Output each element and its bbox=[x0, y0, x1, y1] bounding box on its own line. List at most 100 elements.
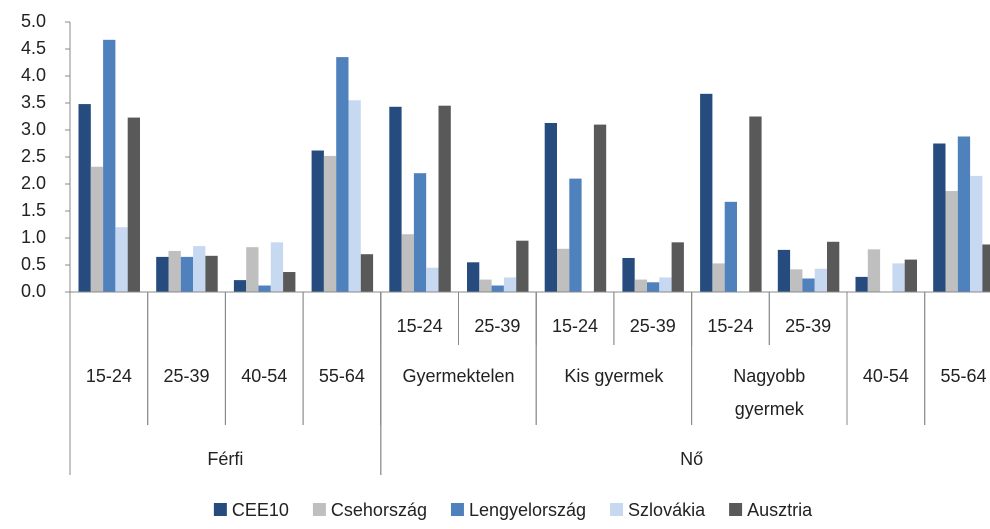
bar bbox=[516, 240, 529, 292]
category-label-text: 15-24 bbox=[85, 366, 132, 386]
bar bbox=[593, 124, 607, 292]
category-label: 40-54 bbox=[241, 366, 288, 386]
category-label: 55-64 bbox=[940, 366, 987, 386]
bar bbox=[790, 269, 803, 292]
legend-swatch bbox=[312, 503, 326, 516]
category-label-text: 15-24 bbox=[396, 316, 443, 336]
category-label-text: Férfi bbox=[207, 449, 244, 469]
category-label-text: 40-54 bbox=[241, 366, 288, 386]
legend-swatch bbox=[213, 503, 227, 516]
bar bbox=[700, 93, 713, 292]
y-tick-label: 0.5 bbox=[21, 254, 46, 274]
bar bbox=[233, 280, 247, 292]
category-label: 25-39 bbox=[474, 316, 521, 336]
category-label: 25-39 bbox=[163, 366, 210, 386]
category-label-text: Nő bbox=[680, 449, 704, 469]
bar bbox=[78, 104, 91, 292]
bar bbox=[467, 262, 480, 292]
bar bbox=[712, 263, 725, 292]
category-label: 25-39 bbox=[785, 316, 832, 336]
bar bbox=[115, 227, 128, 292]
bar bbox=[168, 250, 181, 292]
bar bbox=[671, 242, 684, 292]
bar bbox=[389, 106, 402, 292]
bar bbox=[945, 191, 958, 292]
bar bbox=[724, 201, 737, 292]
bar bbox=[205, 255, 218, 292]
bar bbox=[569, 178, 582, 292]
bar bbox=[413, 173, 427, 292]
y-tick-label: 1.5 bbox=[21, 200, 46, 220]
y-tick-label: 3.0 bbox=[21, 119, 46, 139]
category-label-text: 55-64 bbox=[940, 366, 987, 386]
y-tick-label: 3.5 bbox=[21, 92, 46, 112]
category-label: 15-24 bbox=[85, 366, 132, 386]
bar bbox=[827, 241, 840, 292]
bar bbox=[283, 272, 296, 292]
bar bbox=[127, 117, 140, 292]
bar bbox=[90, 166, 104, 292]
bar bbox=[401, 234, 414, 292]
category-label: Nagyobb gyermek bbox=[733, 366, 806, 419]
legend-label: Szlovákia bbox=[628, 500, 706, 520]
category-label-text: 25-39 bbox=[785, 316, 832, 336]
bar bbox=[957, 136, 971, 292]
bar bbox=[904, 259, 917, 292]
bar bbox=[336, 57, 349, 292]
category-label-text: 25-39 bbox=[474, 316, 521, 336]
bar bbox=[544, 122, 557, 292]
bar bbox=[479, 279, 492, 292]
bar bbox=[270, 242, 284, 292]
y-tick-label: 4.0 bbox=[21, 65, 46, 85]
bar bbox=[777, 249, 791, 292]
bar bbox=[503, 277, 517, 292]
y-tick-label: 2.5 bbox=[21, 146, 46, 166]
category-label-text: Kis gyermek bbox=[564, 366, 664, 386]
category-label: 55-64 bbox=[318, 366, 365, 386]
category-label-text: 15-24 bbox=[552, 316, 599, 336]
category-label: 25-39 bbox=[629, 316, 676, 336]
bar bbox=[311, 150, 324, 292]
bar bbox=[970, 175, 983, 292]
bar bbox=[892, 263, 905, 292]
category-label-text: Nagyobb gyermek bbox=[733, 366, 806, 419]
legend-swatch bbox=[610, 503, 624, 516]
bar bbox=[867, 249, 881, 292]
bar bbox=[491, 285, 504, 292]
bar bbox=[156, 256, 169, 292]
y-tick-label: 5.0 bbox=[21, 11, 46, 31]
category-label: 15-24 bbox=[707, 316, 754, 336]
legend-label: Ausztria bbox=[747, 500, 813, 520]
y-tick-label: 0.0 bbox=[21, 281, 46, 301]
category-label: 15-24 bbox=[552, 316, 599, 336]
bar bbox=[647, 282, 660, 292]
y-tick-label: 4.5 bbox=[21, 38, 46, 58]
category-label-text: 55-64 bbox=[318, 366, 365, 386]
bar bbox=[246, 247, 259, 292]
bar bbox=[814, 268, 827, 292]
category-label-text: 25-39 bbox=[629, 316, 676, 336]
bar bbox=[103, 39, 116, 292]
legend-label: CEE10 bbox=[232, 500, 289, 520]
bar bbox=[180, 256, 194, 292]
legend-swatch bbox=[450, 503, 464, 516]
legend-label: Lengyelország bbox=[469, 500, 586, 520]
category-label-text: 15-24 bbox=[707, 316, 754, 336]
category-label: Gyermektelen bbox=[402, 366, 515, 386]
legend-label: Csehország bbox=[331, 500, 427, 520]
bar bbox=[855, 276, 868, 292]
category-label: Férfi bbox=[207, 449, 244, 469]
category-label-text: 25-39 bbox=[163, 366, 210, 386]
bar bbox=[634, 279, 647, 292]
bar bbox=[438, 105, 451, 292]
bar bbox=[426, 267, 439, 292]
bar bbox=[982, 244, 990, 292]
y-tick-label: 2.0 bbox=[21, 173, 46, 193]
category-label: 15-24 bbox=[396, 316, 443, 336]
category-label-text: Gyermektelen bbox=[402, 366, 515, 386]
bar bbox=[193, 246, 206, 292]
bar bbox=[622, 257, 635, 292]
legend-swatch bbox=[729, 503, 743, 516]
category-label: 40-54 bbox=[863, 366, 909, 386]
